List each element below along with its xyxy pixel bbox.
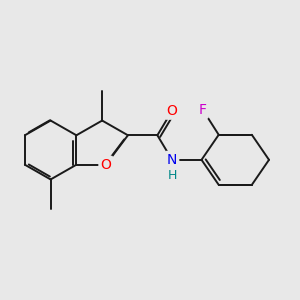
Text: O: O <box>100 158 111 172</box>
Text: O: O <box>167 104 178 118</box>
Text: F: F <box>199 103 207 117</box>
Text: H: H <box>167 169 177 182</box>
Text: N: N <box>167 153 177 167</box>
